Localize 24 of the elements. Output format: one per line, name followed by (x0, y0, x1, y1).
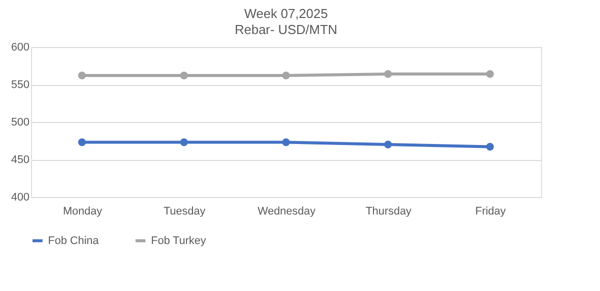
point (282, 72, 290, 80)
point (78, 138, 86, 146)
y-tick-label: 550 (11, 79, 30, 91)
point (384, 70, 392, 78)
point (282, 138, 290, 146)
x-tick-label: Friday (475, 206, 506, 218)
x-tick-label: Monday (62, 206, 103, 218)
legend-label: Fob China (48, 234, 100, 247)
point (78, 72, 86, 80)
point (486, 142, 494, 151)
chart-subtitle: Rebar- USD/MTN (234, 22, 338, 37)
x-tick-label: Wednesday (258, 206, 316, 218)
legend-label: Fob Turkey (151, 234, 207, 247)
x-tick-label: Tuesday (164, 206, 206, 218)
x-tick-label: Thursday (366, 206, 412, 218)
point (384, 140, 392, 148)
point (486, 70, 494, 78)
chart-title: Week 07,2025 (244, 6, 328, 21)
y-tick-label: 450 (11, 154, 30, 166)
y-tick-label: 400 (11, 192, 30, 204)
y-tick-label: 600 (11, 42, 30, 54)
point (180, 72, 188, 80)
point (180, 138, 188, 146)
y-tick-label: 500 (11, 116, 30, 128)
